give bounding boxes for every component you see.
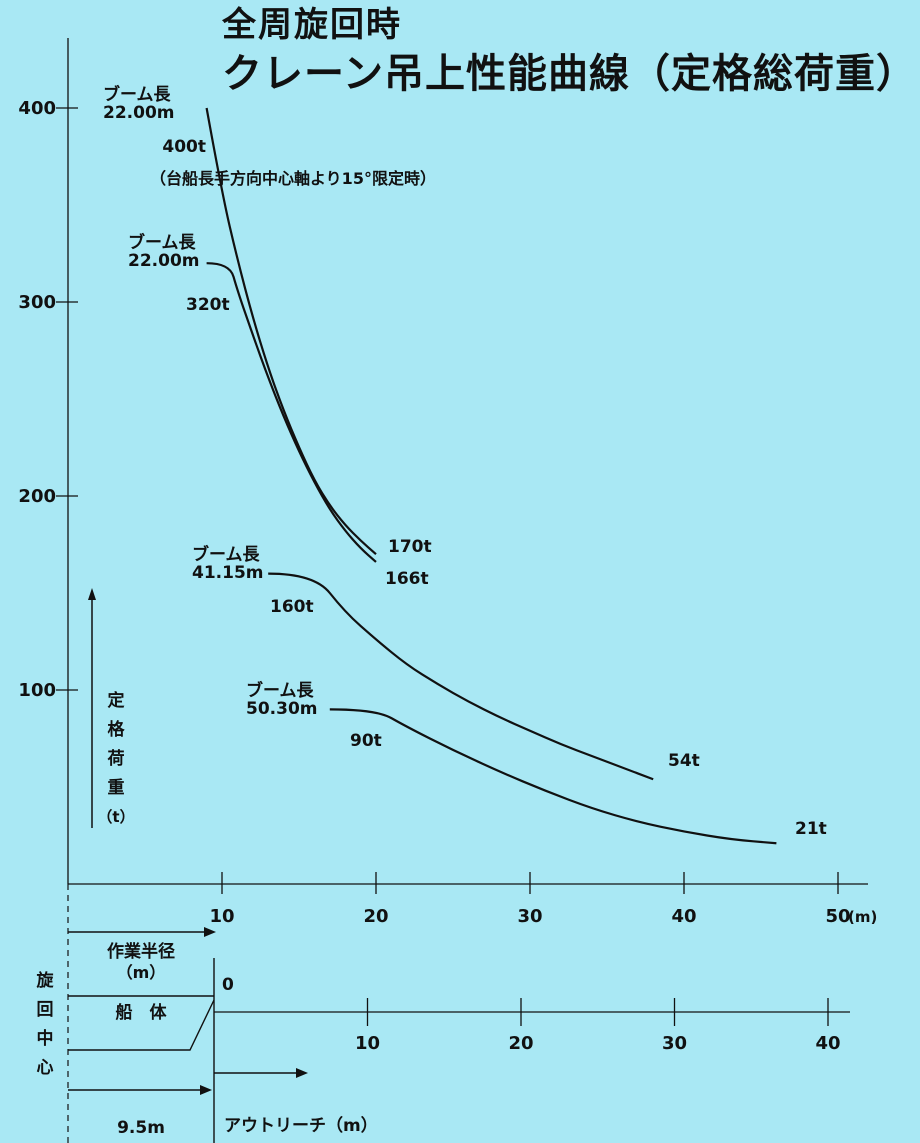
boom-length-value-1: 22.00m: [128, 251, 200, 271]
y-axis-label-char-1: 格: [108, 719, 126, 740]
y-axis-arrow-head: [88, 588, 96, 600]
max-load-label-0: 400t: [162, 137, 206, 157]
boom-length-title-0: ブーム長: [103, 84, 171, 105]
x-tick-label-20: 20: [363, 906, 388, 927]
y-axis-label-char-4: （t）: [97, 808, 134, 826]
x-tick-label-40: 40: [671, 906, 696, 927]
chart-title-line2: クレーン吊上性能曲線（定格総荷重）: [222, 51, 917, 97]
boom-length-value-2: 41.15m: [192, 563, 264, 583]
end-load-label-1: 166t: [385, 569, 429, 589]
y-tick-label-100: 100: [18, 680, 56, 701]
offset-label: 9.5m: [117, 1118, 165, 1138]
hull-label: 船 体: [116, 1002, 168, 1023]
boom-length-value-3: 50.30m: [246, 699, 318, 719]
outreach-tick-label-20: 20: [508, 1033, 533, 1054]
x-tick-label-10: 10: [209, 906, 234, 927]
y-tick-label-400: 400: [18, 98, 56, 119]
chart-title-line1: 全周旋回時: [222, 5, 402, 45]
outreach-axis-label: アウトリーチ（m）: [224, 1115, 378, 1136]
outreach-tick-label-10: 10: [355, 1033, 380, 1054]
capacity-curve-1: [206, 262, 377, 563]
slew-center-char-3: 心: [37, 1058, 54, 1078]
x-tick-label-30: 30: [517, 906, 542, 927]
capacity-curve-2: [268, 572, 654, 781]
y-tick-label-200: 200: [18, 486, 56, 507]
slew-center-char-0: 旋: [36, 970, 55, 991]
y-tick-label-300: 300: [18, 292, 56, 313]
x-axis-unit: (m): [848, 908, 877, 926]
slew-center-char-1: 回: [37, 1000, 54, 1020]
outreach-arrow-head: [296, 1068, 308, 1078]
outreach-tick-label-30: 30: [662, 1033, 687, 1054]
hull-bottom-line: [68, 999, 215, 1051]
work-radius-unit: （m）: [117, 963, 166, 982]
y-axis-label-char-2: 荷: [108, 748, 125, 769]
boom-length-value-0: 22.00m: [103, 103, 175, 123]
end-load-label-2: 54t: [668, 751, 700, 771]
capacity-curve-0: [205, 107, 377, 556]
capacity-curve-3: [329, 708, 777, 845]
outreach-tick-label-40: 40: [815, 1033, 840, 1054]
max-load-label-2: 160t: [270, 597, 314, 617]
slew-limit-note-0: （台船長手方向中心軸より15°限定時）: [150, 169, 436, 188]
work-radius-arrow-head: [204, 927, 216, 937]
max-load-label-3: 90t: [350, 731, 382, 751]
boom-length-title-2: ブーム長: [192, 544, 260, 565]
boom-length-title-1: ブーム長: [128, 232, 196, 253]
outreach-zero-label: 0: [222, 975, 234, 995]
max-load-label-1: 320t: [186, 295, 230, 315]
offset-arrow-head: [200, 1085, 212, 1095]
slew-center-char-2: 中: [37, 1028, 54, 1049]
end-load-label-3: 21t: [795, 819, 827, 839]
x-tick-label-50: 50: [825, 906, 850, 927]
work-radius-label: 作業半径: [107, 941, 175, 962]
y-axis-label-char-0: 定: [108, 690, 125, 711]
end-load-label-0: 170t: [388, 537, 432, 557]
y-axis-label-char-3: 重: [108, 777, 125, 798]
boom-length-title-3: ブーム長: [246, 680, 314, 701]
